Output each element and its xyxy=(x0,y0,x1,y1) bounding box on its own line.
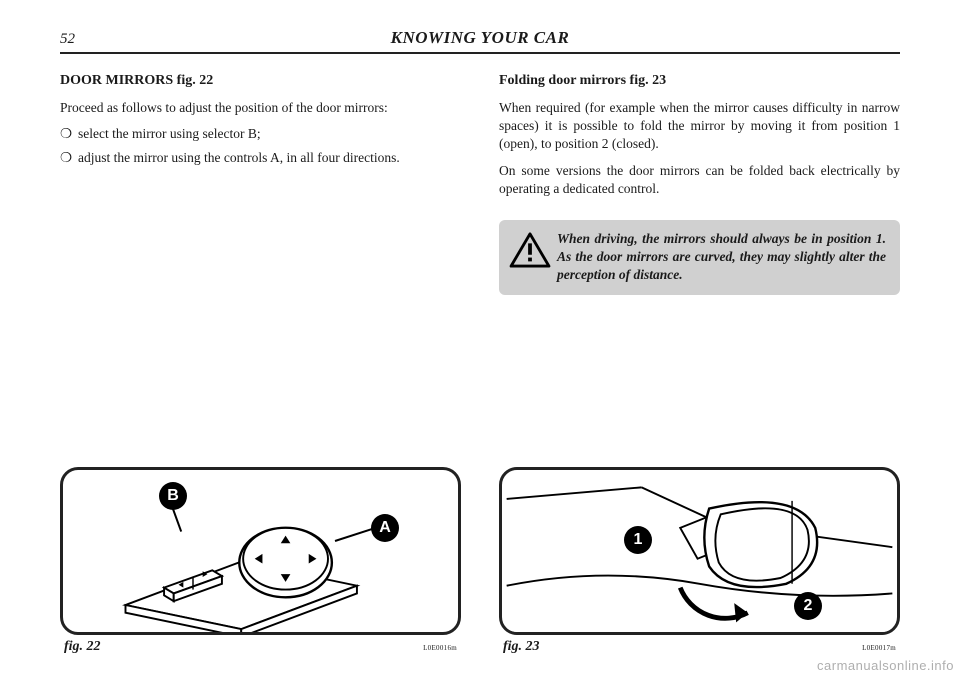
paragraph: When required (for example when the mirr… xyxy=(499,99,900,154)
figure-23-drawing xyxy=(502,470,897,632)
right-column: Folding door mirrors fig. 23 When requir… xyxy=(499,72,900,295)
figure-22-frame: B A xyxy=(60,467,461,635)
figure-23-caption-row: fig. 23 L0E0017m xyxy=(499,639,900,655)
page-title: KNOWING YOUR CAR xyxy=(100,28,860,48)
section-title-right: Folding door mirrors fig. 23 xyxy=(499,72,900,91)
intro-paragraph: Proceed as follows to adjust the positio… xyxy=(60,99,461,117)
figure-22-caption: fig. 22 xyxy=(64,639,101,655)
figure-23-code: L0E0017m xyxy=(862,644,896,652)
left-column: DOOR MIRRORS fig. 22 Proceed as follows … xyxy=(60,72,461,295)
callout-2: 2 xyxy=(794,592,822,620)
list-item: select the mirror using selector B; xyxy=(60,125,461,143)
figure-23-block: 1 2 fig. 23 L0E0017m xyxy=(499,467,900,655)
content-columns: DOOR MIRRORS fig. 22 Proceed as follows … xyxy=(60,72,900,295)
callout-b: B xyxy=(159,482,187,510)
section-title-left: DOOR MIRRORS fig. 22 xyxy=(60,72,461,91)
list-item: adjust the mirror using the controls A, … xyxy=(60,149,461,167)
figure-23-frame: 1 2 xyxy=(499,467,900,635)
page-header: 52 KNOWING YOUR CAR xyxy=(60,28,900,48)
warning-text: When driving, the mirrors should always … xyxy=(557,231,886,282)
manual-page: 52 KNOWING YOUR CAR DOOR MIRRORS fig. 22… xyxy=(0,0,960,677)
warning-box: When driving, the mirrors should always … xyxy=(499,220,900,295)
figures-row: B A fig. 22 L0E0016m xyxy=(60,467,900,655)
figure-22-code: L0E0016m xyxy=(423,644,457,652)
paragraph: On some versions the door mirrors can be… xyxy=(499,162,900,198)
callout-a: A xyxy=(371,514,399,542)
figure-23-caption: fig. 23 xyxy=(503,639,540,655)
figure-22-drawing xyxy=(63,470,458,632)
bullet-list: select the mirror using selector B; adju… xyxy=(60,125,461,167)
header-rule xyxy=(60,52,900,54)
warning-triangle-icon xyxy=(509,232,551,268)
watermark: carmanualsonline.info xyxy=(817,658,954,673)
figure-22-block: B A fig. 22 L0E0016m xyxy=(60,467,461,655)
callout-1: 1 xyxy=(624,526,652,554)
figure-22-caption-row: fig. 22 L0E0016m xyxy=(60,639,461,655)
page-number: 52 xyxy=(60,31,100,48)
